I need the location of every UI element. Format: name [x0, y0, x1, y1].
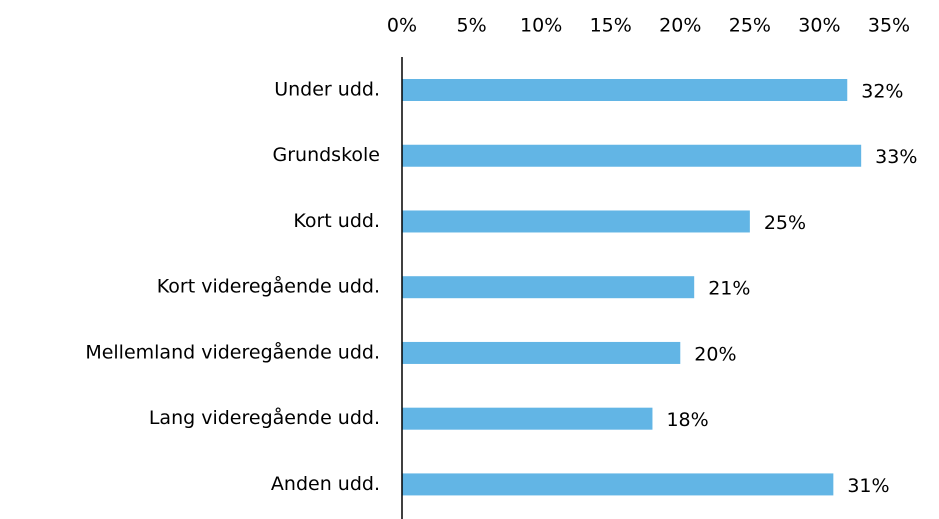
y-tick-label: Lang videregående udd. — [149, 406, 380, 429]
bar — [402, 276, 695, 299]
bar — [402, 407, 653, 430]
y-tick-label: Kort udd. — [293, 210, 380, 232]
value-label: 33% — [875, 146, 917, 168]
x-tick-label: 30% — [798, 15, 840, 37]
y-tick-label: Grundskole — [273, 144, 381, 166]
x-tick-label: 25% — [729, 15, 771, 37]
x-tick-label: 20% — [659, 15, 701, 37]
y-tick-label: Kort videregående udd. — [157, 275, 380, 298]
bar — [402, 210, 750, 233]
x-tick-label: 35% — [868, 15, 910, 37]
value-label: 21% — [708, 278, 750, 300]
x-tick-label: 15% — [590, 15, 632, 37]
value-label: 25% — [764, 212, 806, 234]
x-tick-label: 10% — [520, 15, 562, 37]
value-label: 31% — [847, 475, 889, 497]
y-tick-label: Anden udd. — [271, 473, 380, 495]
value-label: 20% — [694, 343, 736, 365]
bar — [402, 473, 834, 496]
bar — [402, 144, 862, 167]
y-tick-label: Under udd. — [274, 79, 380, 101]
x-tick-label: 5% — [456, 15, 486, 37]
bar — [402, 341, 681, 364]
value-label: 18% — [666, 409, 708, 431]
value-label: 32% — [861, 81, 903, 103]
bar — [402, 79, 848, 101]
y-tick-label: Mellemland videregående udd. — [85, 340, 380, 363]
x-tick-label: 0% — [387, 15, 417, 37]
